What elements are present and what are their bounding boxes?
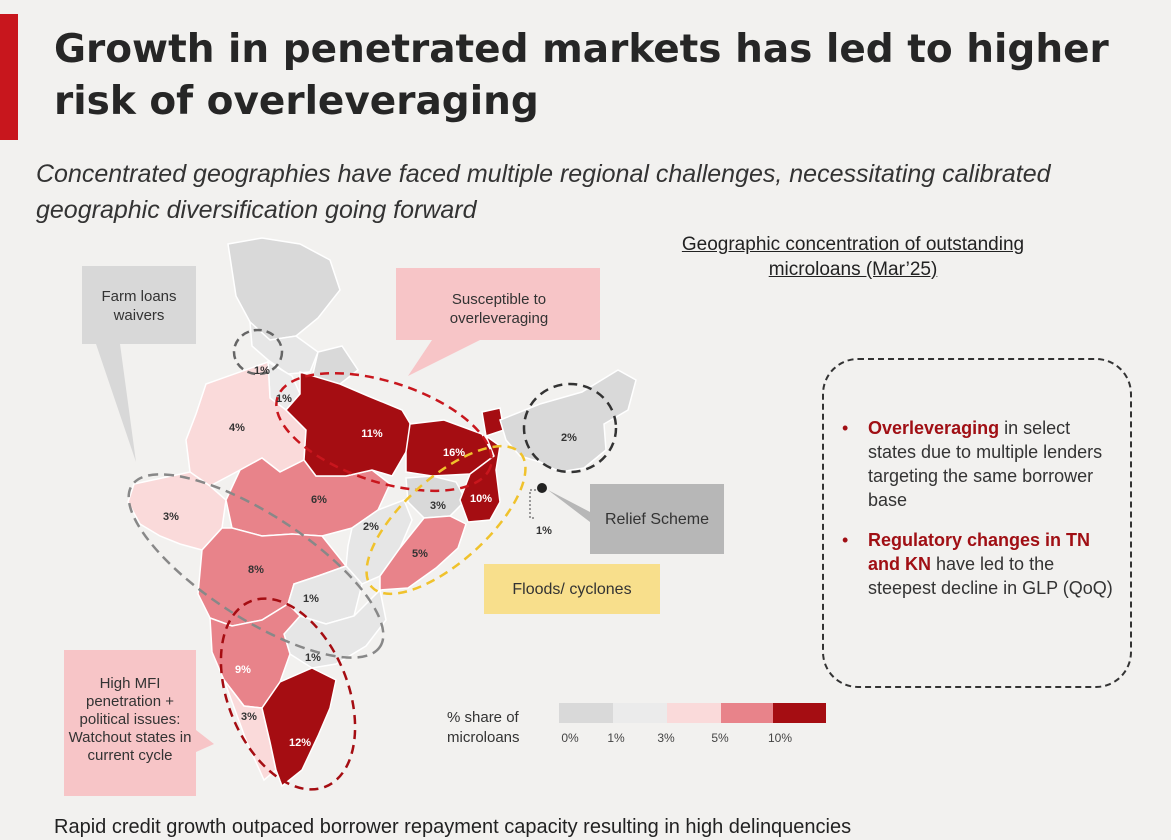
insight-highlight: Regulatory changes in TN and KN	[868, 530, 1091, 574]
legend-swatch-4	[721, 703, 773, 723]
relief-callout	[548, 484, 724, 554]
label-bihar: 16%	[442, 447, 466, 459]
label-kerala: 3%	[241, 711, 257, 723]
farm-loans-ellipse	[127, 473, 385, 659]
jk-highlight-ellipse	[232, 328, 284, 376]
legend-tick-3: 5%	[711, 731, 729, 745]
state-odisha	[379, 515, 467, 591]
label-telangana: 1%	[303, 593, 319, 605]
label-punjab-haryana: 1%	[276, 393, 292, 405]
legend-swatch-3	[667, 703, 721, 723]
northeast-ellipse	[522, 382, 618, 474]
farm-loans-callout	[82, 266, 196, 462]
overleveraging-text: Susceptible to overleveraging	[449, 291, 549, 327]
legend-label: % share of microloans	[447, 709, 520, 746]
label-chhattisgarh: 2%	[363, 521, 379, 533]
bullet-icon: •	[842, 530, 849, 550]
insight-text: in select states due to multiple lenders…	[868, 418, 1103, 510]
legend-swatch-2	[613, 703, 667, 723]
insights-list: • Overleveraging in select states due to…	[838, 416, 1118, 616]
label-madhya-pradesh: 6%	[311, 494, 327, 506]
page-subtitle: Concentrated geographies have faced mult…	[36, 160, 1051, 224]
state-tamil-nadu	[261, 667, 337, 788]
label-jharkhand: 3%	[430, 500, 446, 512]
label-andhra-pradesh: 1%	[305, 652, 321, 664]
floods-text: Floods/ cyclones	[512, 581, 632, 598]
label-odisha: 5%	[412, 548, 428, 560]
overleveraging-callout	[396, 268, 600, 376]
legend-tick-1: 1%	[607, 731, 625, 745]
label-karnataka: 9%	[235, 664, 251, 676]
insight-highlight: Overleveraging	[868, 418, 1000, 438]
tripura-marker	[537, 483, 547, 493]
high-mfi-ellipse	[219, 597, 357, 791]
label-jammu-kashmir: 1%	[254, 365, 270, 377]
legend-tick-0: 0%	[561, 731, 579, 745]
legend-tick-4: 10%	[767, 731, 793, 745]
label-uttar-pradesh: 11%	[361, 428, 383, 440]
label-rajasthan: 4%	[229, 422, 245, 434]
tripura-leader-line	[529, 489, 536, 519]
state-uttar-pradesh	[284, 370, 415, 477]
floods-ellipse	[365, 444, 527, 596]
overleveraging-ellipse	[275, 371, 493, 493]
floods-callout	[484, 552, 660, 614]
legend-swatch-1	[559, 703, 613, 723]
legend-tick-2: 3%	[657, 731, 675, 745]
accent-bar	[0, 14, 18, 140]
state-jammu-kashmir	[227, 237, 341, 341]
legend-swatch-5	[773, 703, 826, 723]
label-gujarat: 3%	[163, 511, 179, 523]
high-mfi-callout	[64, 650, 214, 796]
footer-takeaway: Rapid credit growth outpaced borrower re…	[54, 816, 852, 838]
bullet-icon: •	[842, 418, 849, 438]
label-maharashtra: 8%	[248, 564, 264, 576]
label-north-east: 2%	[561, 432, 577, 444]
map-title: Geographic concentration of outstanding …	[681, 234, 1025, 280]
high-mfi-text: High MFI penetration + political issues:…	[68, 675, 192, 764]
label-tripura: 1%	[536, 525, 552, 537]
page-title: Growth in penetrated markets has led to …	[54, 27, 1109, 124]
key-insights-box: • Overleveraging in select states due to…	[822, 358, 1132, 688]
label-west-bengal: 10%	[469, 493, 493, 505]
insight-item: • Overleveraging in select states due to…	[838, 416, 1118, 512]
insight-item: • Regulatory changes in TN and KN have l…	[838, 528, 1118, 600]
farm-loans-text: Farm loans waivers	[101, 288, 177, 324]
label-tamil-nadu: 12%	[288, 737, 312, 749]
relief-scheme-text: Relief Scheme	[604, 511, 710, 528]
insight-text: have led to the steepest decline in GLP …	[868, 554, 1113, 598]
